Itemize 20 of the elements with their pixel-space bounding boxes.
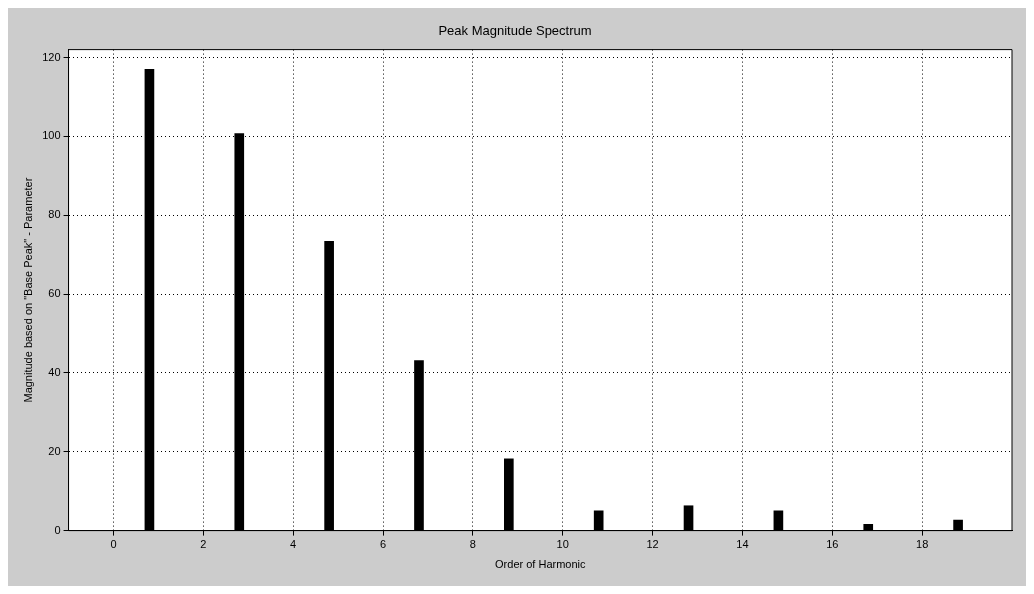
x-tick-label: 14 — [736, 538, 749, 551]
x-tick-label: 4 — [290, 538, 297, 551]
y-tick-label: 40 — [48, 365, 61, 378]
x-tick-label: 10 — [556, 538, 569, 551]
y-tick-label: 60 — [48, 287, 61, 300]
x-tick-label: 6 — [379, 538, 387, 551]
y-tick-label: 120 — [42, 50, 61, 63]
x-tick-label: 8 — [469, 538, 476, 551]
x-axis-title: Order of Harmonic — [495, 558, 587, 571]
y-tick-label: 80 — [48, 208, 61, 221]
x-tick-label: 0 — [110, 538, 117, 551]
x-tick-label: 12 — [646, 538, 659, 551]
y-tick-label: 100 — [42, 129, 61, 142]
x-tick-label: 18 — [916, 538, 929, 551]
y-tick-label: 20 — [48, 444, 61, 457]
chart-title: Peak Magnitude Spectrum — [438, 23, 592, 39]
x-tick-label: 16 — [826, 538, 839, 551]
x-tick-label: 2 — [200, 538, 207, 551]
y-axis-title: Magnitude based on "Base Peak" - Parameter — [21, 177, 34, 403]
y-tick-label: 0 — [54, 523, 61, 536]
